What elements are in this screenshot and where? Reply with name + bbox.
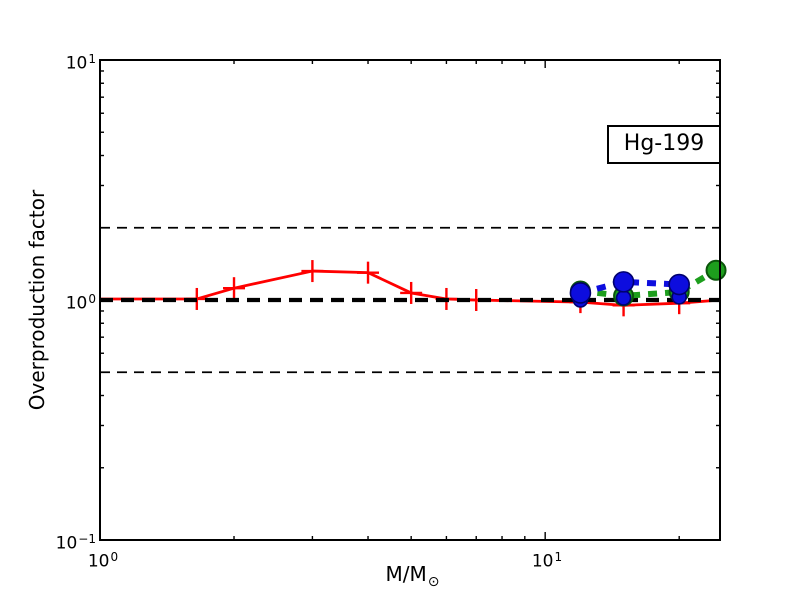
ytick-label-10e0: 100 xyxy=(65,292,96,314)
y-axis-title: Overproduction factor xyxy=(25,189,49,411)
ytick-label-10e-1: 10−1 xyxy=(55,532,96,554)
xtick-label-10e1: 101 xyxy=(531,550,563,572)
x-axis-title: M/M⊙ xyxy=(385,562,440,590)
ytick-label-10e1: 101 xyxy=(65,52,96,74)
xtick-label-10e0: 100 xyxy=(87,550,119,572)
isotope-annotation-label: Hg-199 xyxy=(623,131,705,156)
series-blue-dashed-large-circles xyxy=(569,271,690,304)
plot-frame xyxy=(99,59,721,541)
isotope-annotation: Hg-199 xyxy=(607,125,721,164)
sun-symbol: ⊙ xyxy=(427,574,440,590)
